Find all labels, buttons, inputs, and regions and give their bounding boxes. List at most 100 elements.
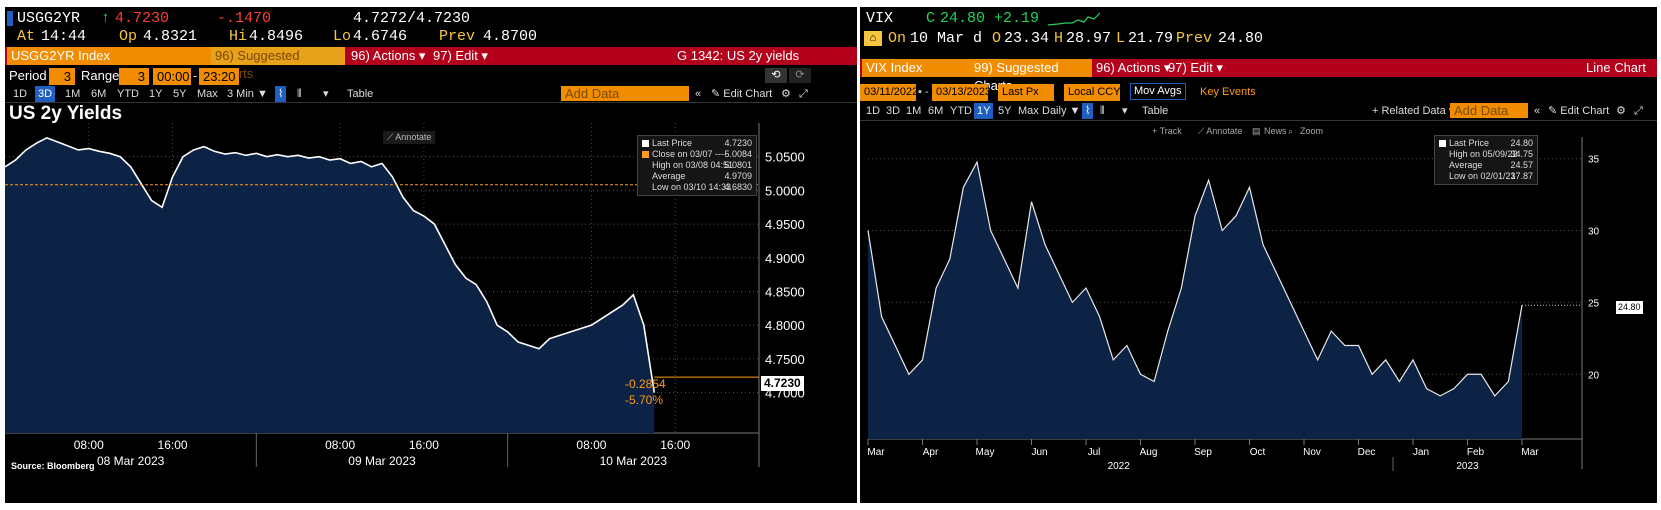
tf-1y[interactable]: 1Y bbox=[149, 88, 163, 100]
vix-y-tick-label: 25 bbox=[1588, 298, 1600, 309]
undo-icon[interactable]: ⟲ bbox=[765, 68, 787, 83]
vix-news-button[interactable]: News bbox=[1264, 126, 1287, 136]
vix-field-select[interactable]: Last Px bbox=[998, 84, 1054, 101]
legend-item: Average 24.57 bbox=[1449, 160, 1533, 170]
last-price: 4.7230 bbox=[115, 10, 170, 27]
vix-mov-avgs-toggle[interactable]: Mov Avgs bbox=[1130, 83, 1186, 100]
vix-security-field[interactable]: VIX Index bbox=[862, 59, 970, 77]
time-from-input[interactable]: 00:00 bbox=[153, 68, 191, 85]
vix-tf-3d[interactable]: 3D bbox=[886, 105, 901, 117]
ticker-marker bbox=[7, 11, 13, 26]
tf-1m[interactable]: 1M bbox=[65, 88, 81, 100]
y-tick-label: 4.9000 bbox=[765, 251, 805, 266]
tf-5y[interactable]: 5Y bbox=[173, 88, 187, 100]
tf-1d[interactable]: 1D bbox=[13, 88, 28, 100]
tf-3d[interactable]: 3D bbox=[35, 86, 56, 102]
price-area bbox=[5, 137, 655, 433]
vix-edit-menu[interactable]: 97) Edit ▾ bbox=[1168, 60, 1223, 75]
vix-suggested-charts-button[interactable]: 99) Suggested Charts bbox=[970, 59, 1092, 93]
tf-max[interactable]: Max bbox=[197, 88, 218, 100]
vix-year-label: 2023 bbox=[1456, 461, 1479, 472]
legend-item: High on 05/09/22 34.75 bbox=[1449, 149, 1533, 159]
interval-select[interactable]: 3 Min ▼ bbox=[227, 88, 268, 100]
vix-line-chart-icon[interactable]: ⌇ bbox=[1082, 103, 1094, 119]
suggested-charts-button[interactable]: 96) Suggested Charts bbox=[211, 47, 345, 81]
period-label: Period bbox=[9, 68, 47, 83]
redo-icon[interactable]: ⟳ bbox=[789, 68, 811, 83]
bar-chart-icon[interactable]: ⫴ bbox=[297, 88, 302, 100]
range-input[interactable]: 3 bbox=[119, 68, 149, 85]
change-pct-label: -5.70% bbox=[625, 393, 664, 407]
y-tick-label: 4.9500 bbox=[765, 217, 805, 232]
table-button[interactable]: Table bbox=[347, 88, 374, 100]
low-value: 4.6746 bbox=[353, 28, 408, 45]
annotate-button[interactable]: ⟋ Annotate bbox=[383, 131, 436, 144]
ticker: USGG2YR bbox=[17, 10, 81, 27]
vix-track-button[interactable]: + Track bbox=[1152, 126, 1182, 136]
vix-bar-chart-icon[interactable]: ⫴ bbox=[1100, 105, 1105, 117]
vix-tf-1m[interactable]: 1M bbox=[906, 105, 922, 117]
vix-tf-1y[interactable]: 1Y bbox=[974, 103, 994, 119]
vix-tf-1d[interactable]: 1D bbox=[866, 105, 881, 117]
vix-annotate-button[interactable]: ⟋ Annotate bbox=[1198, 126, 1243, 136]
vix-prev-value: 24.80 bbox=[1218, 30, 1264, 47]
vix-related-data-menu[interactable]: + Related Data ▾ bbox=[1372, 105, 1455, 117]
more-icon[interactable]: ▾ bbox=[323, 88, 329, 100]
x-tick-label: 08:00 bbox=[325, 438, 355, 452]
vix-zoom-button[interactable]: Zoom bbox=[1300, 126, 1324, 136]
expand-icon[interactable]: ⤢ bbox=[799, 88, 808, 100]
vix-last-prefix: C bbox=[926, 10, 936, 27]
vix-month-label: Jun bbox=[1031, 447, 1047, 458]
vix-tf-max[interactable]: Max bbox=[1018, 105, 1039, 117]
vix-tf-6m[interactable]: 6M bbox=[928, 105, 944, 117]
usgg2yr-panel: USGG2YR ↑ 4.7230 -.1470 4.7272/4.7230 At… bbox=[5, 7, 857, 503]
vix-date-from-input[interactable]: 03/11/2022 bbox=[860, 84, 918, 101]
edit-chart-button[interactable]: ✎ Edit Chart bbox=[711, 88, 773, 100]
bid-ask: 4.7272/4.7230 bbox=[353, 10, 471, 27]
tf-6m[interactable]: 6M bbox=[91, 88, 107, 100]
actions-menu[interactable]: 96) Actions ▾ bbox=[351, 48, 426, 63]
vix-currency-select[interactable]: Local CCY bbox=[1064, 84, 1121, 101]
vix-collapse-icon[interactable]: « bbox=[1534, 105, 1541, 117]
net-change: -.1470 bbox=[217, 10, 272, 27]
vix-high-label: H bbox=[1054, 30, 1064, 47]
add-data-input[interactable]: Add Data bbox=[561, 86, 689, 101]
vix-tf-5y[interactable]: 5Y bbox=[998, 105, 1012, 117]
vix-actions-menu[interactable]: 96) Actions ▾ bbox=[1096, 60, 1171, 75]
vix-tf-ytd[interactable]: YTD bbox=[950, 105, 972, 117]
vix-zoom-icon[interactable]: ⌕ bbox=[1288, 126, 1294, 136]
day-label: 08 Mar 2023 bbox=[97, 454, 165, 468]
quote-row-1: USGG2YR ↑ 4.7230 -.1470 4.7272/4.7230 bbox=[5, 9, 857, 29]
period-row: Period 3 Range 3 00:00 - 23:20 ⟲ ⟳ bbox=[5, 67, 857, 85]
time-to-input[interactable]: 23:20 bbox=[199, 68, 239, 85]
vix-alert-icon[interactable]: ⌂ bbox=[864, 31, 882, 46]
line-chart-icon[interactable]: ⌇ bbox=[275, 86, 287, 102]
vix-open-label: O bbox=[992, 30, 1002, 47]
vix-key-events-toggle[interactable]: Key Events bbox=[1200, 86, 1256, 98]
vix-date-to-input[interactable]: 03/13/2023 bbox=[932, 84, 991, 101]
edit-menu[interactable]: 97) Edit ▾ bbox=[433, 48, 488, 63]
period-input[interactable]: 3 bbox=[49, 68, 75, 85]
vix-news-icon[interactable]: ▤ bbox=[1252, 126, 1261, 136]
vix-table-button[interactable]: Table bbox=[1142, 105, 1169, 117]
vix-interval-select[interactable]: Daily ▼ bbox=[1042, 105, 1081, 117]
last-price-tag: 4.7230 bbox=[761, 376, 804, 391]
vix-calendar-from-icon[interactable]: ▪ - bbox=[918, 86, 929, 98]
vix-expand-icon[interactable]: ⤢ bbox=[1634, 105, 1643, 117]
security-field[interactable]: USGG2YR Index bbox=[7, 47, 211, 65]
vix-month-label: Dec bbox=[1358, 447, 1376, 458]
vix-area bbox=[868, 162, 1522, 439]
tf-ytd[interactable]: YTD bbox=[117, 88, 139, 100]
vix-add-data-input[interactable]: Add Data bbox=[1450, 103, 1528, 118]
vix-settings-icon[interactable]: ⚙ bbox=[1616, 105, 1626, 117]
legend-item: Average 4.9709 bbox=[652, 171, 752, 181]
settings-icon[interactable]: ⚙ bbox=[781, 88, 791, 100]
vix-edit-chart-button[interactable]: ✎ Edit Chart bbox=[1548, 105, 1610, 117]
collapse-icon[interactable]: « bbox=[695, 88, 702, 100]
vix-month-label: Feb bbox=[1467, 447, 1485, 458]
x-tick-label: 16:00 bbox=[660, 438, 690, 452]
vix-more-icon[interactable]: ▾ bbox=[1122, 105, 1128, 117]
vix-chart-type[interactable]: Line Chart bbox=[1586, 60, 1646, 75]
vix-chart: 35 30 25 20 Mar Apr May Jun Jul Aug Sep Oct Nov Dec Ja… bbox=[867, 137, 1600, 472]
vix-month-label: Jul bbox=[1088, 447, 1101, 458]
